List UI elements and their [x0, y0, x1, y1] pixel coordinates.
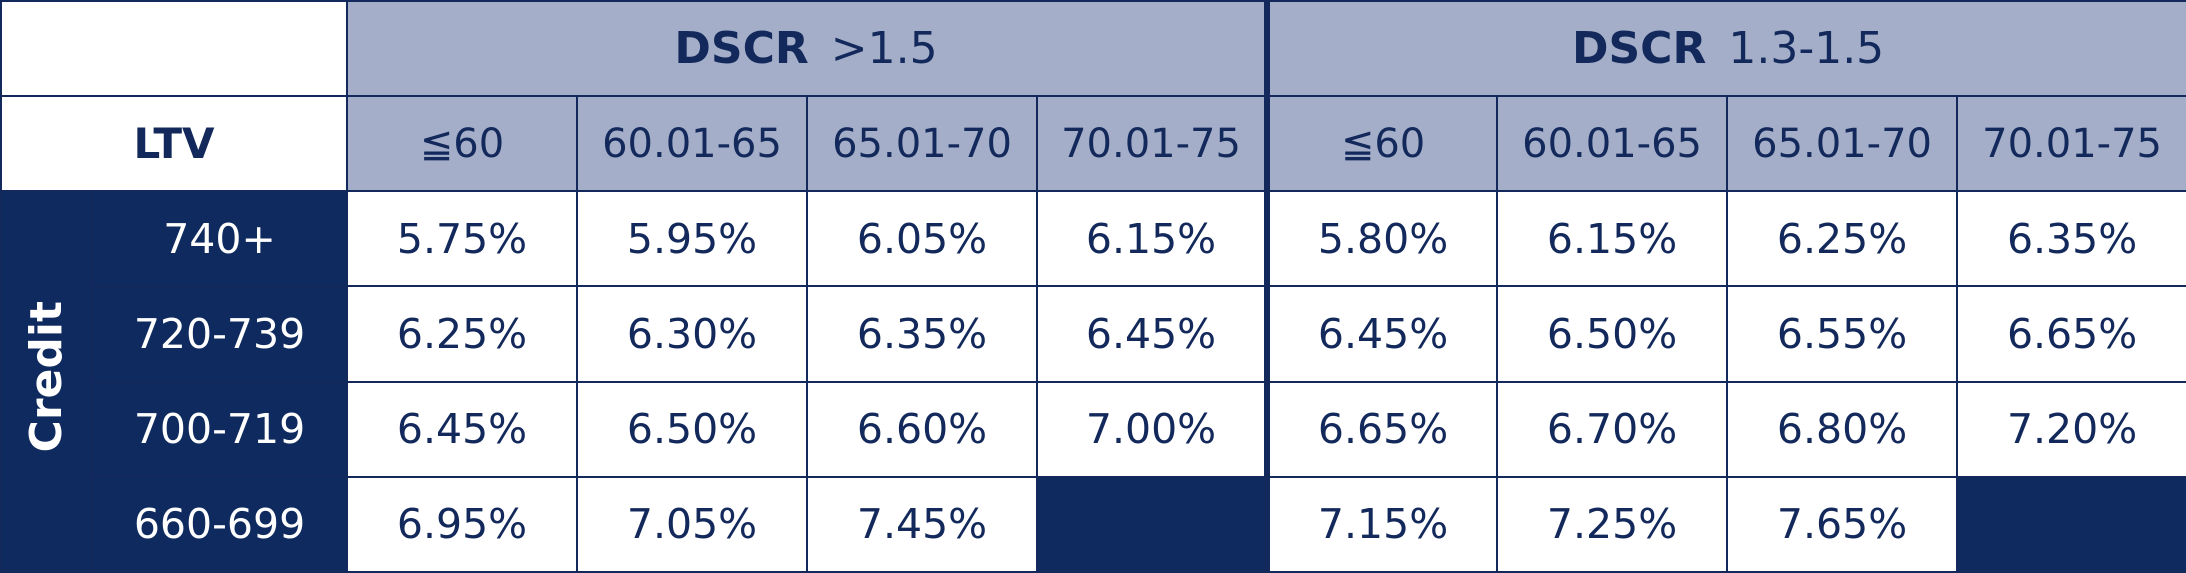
credit-cell: Credit [0, 190, 93, 573]
rate-cell: 6.50% [576, 380, 808, 478]
credit-score: 740+ [91, 190, 348, 288]
ltv-header: 70.01-75 [1035, 95, 1269, 193]
ltv-header: ≦60 [346, 95, 578, 193]
ltv-header: 70.01-75 [1956, 95, 2186, 193]
rate-cell: 7.25% [1496, 475, 1729, 573]
rate-cell: 6.05% [806, 190, 1038, 288]
rate-cell: 6.15% [1496, 190, 1729, 288]
credit-label: Credit [21, 300, 72, 453]
group-label: DSCR [674, 23, 809, 75]
rate-cell: 6.70% [1496, 380, 1729, 478]
rate-cell: 6.45% [1264, 285, 1499, 383]
ltv-label: LTV [0, 95, 348, 193]
group-label: DSCR [1571, 23, 1707, 75]
rate-cell: 5.80% [1264, 190, 1499, 288]
header-row: DSCR >1.5 DSCR 1.3-1.5 [0, 0, 2186, 98]
rate-cell: 6.50% [1496, 285, 1729, 383]
ltv-header: 65.01-70 [806, 95, 1038, 193]
credit-score: 660-699 [91, 475, 348, 573]
rate-cell: 6.35% [806, 285, 1038, 383]
rate-cell: 6.30% [576, 285, 808, 383]
ltv-row: LTV ≦60 60.01-65 65.01-70 70.01-75 ≦60 60.01-6… [0, 95, 2186, 193]
ltv-header: 65.01-70 [1726, 95, 1959, 193]
ltv-header: 60.01-65 [576, 95, 808, 193]
rate-cell: 6.35% [1956, 190, 2186, 288]
group-header: DSCR >1.5 [345, 0, 1269, 98]
rate-cell: 7.15% [1264, 475, 1499, 573]
credit-score: 720-739 [91, 285, 348, 383]
rate-cell: 6.25% [1726, 190, 1959, 288]
rate-cell: 6.65% [1264, 380, 1499, 478]
rate-cell: 6.25% [346, 285, 578, 383]
group-range: >1.5 [830, 23, 938, 75]
rate-cell: 6.45% [1035, 285, 1269, 383]
rate-row: 700-719 6.45% 6.50% 6.60% 7.00% 6.65% 6.70% 6.8… [1, 380, 2186, 478]
rate-cell: 7.65% [1726, 475, 1959, 573]
rate-row: 660-699 6.95% 7.05% 7.45% 7.15% 7.25% 7.65% [1, 475, 2186, 573]
rate-row: Credit 740+ 5.75% 5.95% 6.05% 6.15% 5.80% 6.15%… [0, 190, 2186, 573]
rate-cell: 6.95% [346, 475, 578, 573]
rate-cell: 6.55% [1726, 285, 1959, 383]
rate-cell: 6.65% [1956, 285, 2186, 383]
group-range: 1.3-1.5 [1728, 23, 1885, 75]
rate-cell: 7.05% [576, 475, 808, 573]
ltv-header: 60.01-65 [1496, 95, 1729, 193]
group-header: DSCR 1.3-1.5 [1264, 0, 2186, 98]
rate-cell: 5.95% [576, 190, 808, 288]
credit-score: 700-719 [91, 380, 348, 478]
rate-cell: 6.80% [1726, 380, 1959, 478]
rate-cell: 6.60% [806, 380, 1038, 478]
corner-cell [0, 0, 348, 98]
rate-cell: 7.20% [1956, 380, 2186, 478]
rate-cell: 6.45% [346, 380, 578, 478]
rate-cell: 7.45% [806, 475, 1038, 573]
empty-cell [1956, 475, 2186, 573]
rate-cell: 6.15% [1035, 190, 1269, 288]
rate-cell: 5.75% [346, 190, 578, 288]
ltv-header: ≦60 [1264, 95, 1499, 193]
rate-row: 720-739 6.25% 6.30% 6.35% 6.45% 6.45% 6.50% 6.5… [1, 285, 2186, 383]
rate-cell: 7.00% [1035, 380, 1269, 478]
empty-cell [1035, 475, 1269, 573]
